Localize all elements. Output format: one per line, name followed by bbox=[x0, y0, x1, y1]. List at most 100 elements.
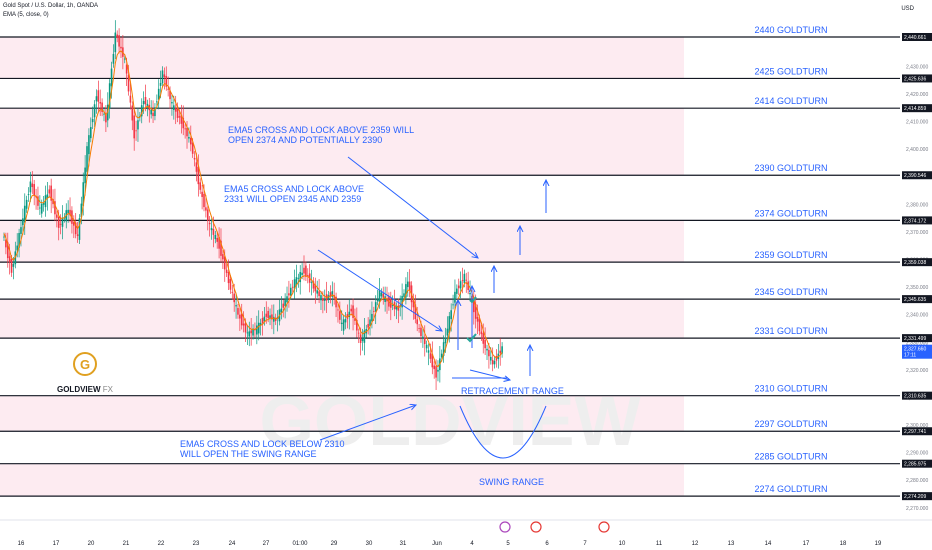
candle-body bbox=[161, 70, 164, 84]
candle-body bbox=[233, 293, 235, 303]
candle-body bbox=[122, 47, 124, 57]
candle-body bbox=[291, 286, 294, 288]
chart-title: Gold Spot / U.S. Dollar, 1h, OANDA bbox=[3, 3, 99, 9]
candle-body bbox=[231, 291, 234, 293]
candle-body bbox=[482, 333, 485, 344]
annotation-text: EMA5 CROSS AND LOCK BELOW 2310 bbox=[180, 439, 345, 449]
x-tick-label: Jun bbox=[432, 541, 442, 547]
candle-body bbox=[473, 297, 475, 313]
candle-body bbox=[163, 74, 166, 78]
ema-line bbox=[3, 50, 503, 368]
candle-body bbox=[97, 90, 100, 102]
logo-text: GOLDVIEW FX bbox=[56, 385, 114, 394]
candle-body bbox=[54, 201, 56, 215]
candle-body bbox=[180, 114, 183, 124]
candle-body bbox=[210, 228, 213, 231]
x-tick-label: 20 bbox=[88, 541, 95, 547]
x-tick-label: 6 bbox=[545, 541, 549, 547]
candle-body bbox=[420, 327, 422, 337]
candle-body bbox=[73, 222, 75, 226]
candle-body bbox=[8, 256, 11, 263]
candle-body bbox=[418, 328, 420, 329]
annotation-text: SWING RANGE bbox=[479, 477, 544, 487]
supply-demand-zone bbox=[0, 108, 684, 176]
candle-body bbox=[480, 331, 483, 335]
candle-body bbox=[78, 218, 81, 240]
candle-body bbox=[182, 117, 185, 129]
candle-body bbox=[114, 32, 117, 53]
supply-demand-zone bbox=[0, 463, 684, 497]
x-tick-label: 13 bbox=[728, 541, 735, 547]
candle-body bbox=[463, 273, 466, 284]
y-tick-label: 2,340.000 bbox=[906, 313, 928, 319]
candle-body bbox=[169, 90, 171, 100]
candle-body bbox=[429, 353, 432, 359]
candle-body bbox=[299, 271, 302, 283]
candle-body bbox=[273, 316, 275, 322]
candle-body bbox=[289, 287, 292, 296]
candle-body bbox=[237, 308, 239, 315]
candle-body bbox=[135, 130, 137, 132]
candle-body bbox=[416, 319, 419, 325]
annotation-text: 2331 WILL OPEN 2345 AND 2359 bbox=[224, 194, 361, 204]
price-tag bbox=[902, 258, 932, 267]
price-tag bbox=[902, 459, 932, 468]
candle-body bbox=[406, 281, 409, 288]
candle-body bbox=[225, 269, 228, 273]
candle-body bbox=[127, 74, 130, 92]
candle-body bbox=[335, 296, 337, 308]
candle-body bbox=[156, 101, 158, 103]
candle-body bbox=[86, 146, 88, 172]
level-label: 2390 GOLDTURN bbox=[754, 163, 827, 173]
candle-body bbox=[242, 323, 245, 326]
candle-body bbox=[227, 271, 230, 284]
brand-logo: G GOLDVIEW FX bbox=[55, 350, 115, 394]
candle-body bbox=[103, 113, 105, 115]
candle-body bbox=[188, 136, 190, 139]
candle-body bbox=[337, 309, 339, 311]
candle-body bbox=[474, 304, 477, 319]
candle-body bbox=[322, 298, 324, 301]
candle-body bbox=[133, 115, 135, 139]
candle-body bbox=[282, 303, 285, 308]
x-tick-label: 17 bbox=[803, 541, 810, 547]
candle-body bbox=[152, 112, 154, 117]
x-tick-label: 5 bbox=[506, 541, 510, 547]
swing-range-curve bbox=[459, 405, 547, 459]
candle-body bbox=[269, 315, 271, 319]
candle-body bbox=[452, 304, 454, 306]
candle-body bbox=[44, 195, 47, 208]
y-tick-label: 2,410.000 bbox=[906, 120, 928, 126]
level-label: 2285 GOLDTURN bbox=[754, 452, 827, 462]
last-price-text: 2,327.660 bbox=[904, 347, 926, 353]
candle-body bbox=[33, 184, 35, 196]
event-icon bbox=[530, 521, 542, 533]
candle-body bbox=[150, 109, 152, 115]
price-tag bbox=[902, 74, 932, 83]
candle-body bbox=[339, 311, 341, 320]
price-tag-text: 2,274.209 bbox=[904, 494, 926, 500]
event-icon bbox=[598, 521, 610, 533]
logo-g-icon: G bbox=[73, 352, 97, 376]
candle-body bbox=[118, 35, 120, 47]
indicator-legend[interactable]: EMA (5, close, 0) bbox=[3, 12, 49, 18]
annotation-text: EMA5 CROSS AND LOCK ABOVE 2359 WILL bbox=[228, 125, 414, 135]
candle-body bbox=[261, 317, 264, 324]
candle-body bbox=[310, 282, 313, 284]
candle-body bbox=[414, 304, 417, 320]
candle-body bbox=[214, 235, 217, 240]
candle-body bbox=[235, 305, 237, 307]
x-tick-label: 29 bbox=[331, 541, 338, 547]
candle-body bbox=[27, 194, 30, 195]
currency-label: USD bbox=[901, 6, 914, 12]
candle-body bbox=[144, 97, 147, 105]
level-label: 2374 GOLDTURN bbox=[754, 208, 827, 218]
candle-body bbox=[501, 346, 503, 354]
candle-body bbox=[222, 254, 224, 260]
candle-body bbox=[440, 353, 443, 358]
candle-body bbox=[167, 88, 169, 90]
supply-demand-zone bbox=[0, 220, 684, 263]
candle-body bbox=[318, 291, 320, 297]
candle-body bbox=[10, 259, 13, 273]
